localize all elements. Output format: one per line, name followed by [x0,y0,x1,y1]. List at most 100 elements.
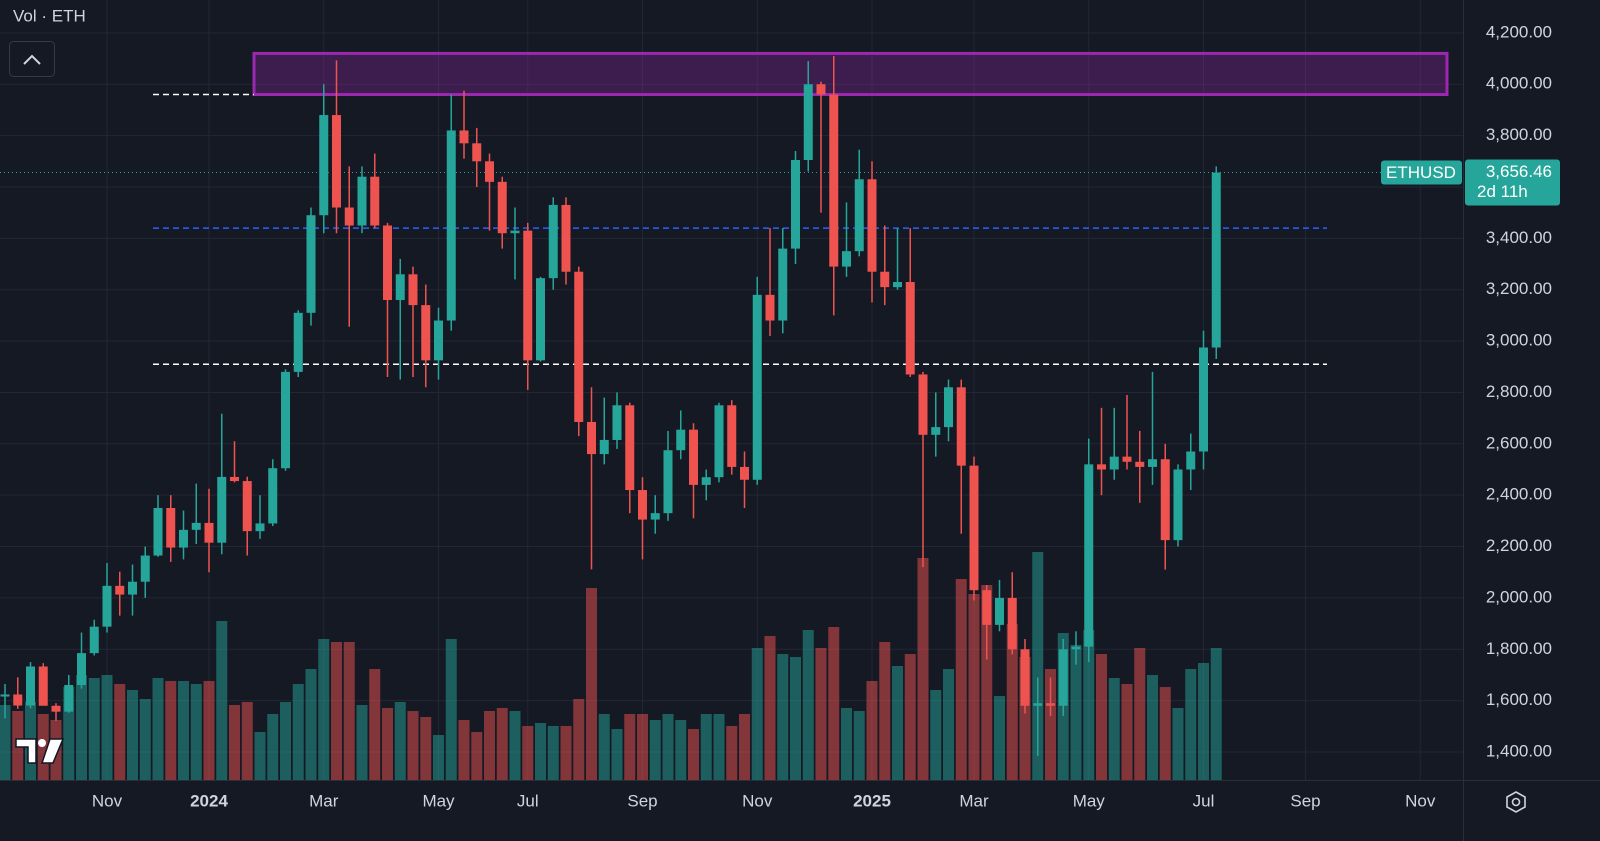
volume-bar [828,627,840,780]
volume-bar [726,726,738,780]
symbol-label: ETHUSD [1386,163,1456,182]
last-price-tag [1465,159,1560,206]
candle-body [829,94,839,267]
volume-bar [751,648,763,780]
x-tick-label: May [422,791,455,810]
candle-body [765,294,775,321]
countdown-label: 2d 11h [1477,182,1528,201]
candle-body [931,427,941,435]
logo-part [15,738,37,764]
volume-bar [522,726,534,780]
candle-body [140,555,150,582]
candle-body [650,513,660,520]
volume-bar [331,642,342,780]
volume-bar [1006,624,1018,780]
candle-body [497,181,507,234]
candle-body [434,320,443,361]
candle-body [778,248,788,321]
volume-bar [700,714,712,780]
candle-body [1122,456,1132,462]
candle-body [217,476,227,543]
candle-body [956,387,966,466]
candle-body [472,143,482,162]
y-tick-label: 2,400.00 [1486,485,1552,504]
volume-bar [267,714,279,780]
candle-body [1173,469,1183,541]
candle-body [459,130,469,144]
volume-bar [203,681,215,780]
candle-body [599,439,609,455]
candle-body [587,421,596,455]
volume-bar [853,711,865,780]
candle-body [446,130,456,321]
collapse-button-box[interactable] [9,41,55,77]
volume-bar [356,705,368,780]
x-tick-label: Nov [1405,791,1436,810]
volume-bar [866,681,878,780]
candle-body [13,694,23,706]
volume-bar [152,678,164,780]
candle-body [102,585,112,627]
candle-body [995,597,1004,625]
candle-body [612,405,622,440]
candle-body [319,115,329,216]
collapse-arrow [23,54,41,65]
candle-body [701,477,711,485]
volume-bar [369,669,381,780]
collapse-button[interactable] [9,41,55,77]
y-tick-label: 3,000.00 [1486,331,1552,350]
x-tick-label: Nov [742,791,773,810]
y-tick-label: 2,800.00 [1486,382,1552,401]
volume-bar [968,594,980,780]
x-tick-label: 2024 [190,791,228,810]
candle-body [1071,646,1081,650]
candle-body [204,522,214,543]
candle-body [574,271,584,422]
candle-body [0,694,10,697]
volume-bar [292,684,304,780]
volume-bar [739,714,750,780]
volume-bar [892,666,903,780]
candle-body [191,522,201,530]
volume-bar [535,723,546,780]
candle-body [893,282,902,288]
y-tick-label: 4,000.00 [1486,74,1552,93]
volume-bar [445,639,457,780]
candle-body [268,468,278,524]
volume-bar [76,675,87,780]
volume-bar [1045,669,1056,780]
volume-bar [649,720,661,780]
volume-bar [764,636,776,780]
candle-body [842,251,851,267]
volume-bar [127,690,138,780]
candle-body [357,176,367,226]
candle-body [370,176,380,226]
x-tick-label: Sep [1290,791,1320,810]
settings-button[interactable] [1506,791,1526,813]
volume-bar [254,732,266,780]
candle-body [523,230,533,361]
candle-body [867,179,877,272]
volume-bar [1172,708,1184,780]
candle-body [395,274,405,300]
volume-bar [190,684,202,780]
labels-layer: 1,400.00 1,600.00 1,800.00 2,000.00 2,200.00… [92,22,1560,810]
candle-body [689,429,698,485]
candle-body [880,271,890,288]
candle-body [408,274,418,306]
candle-body [854,179,864,252]
volume-bar [471,732,483,780]
volume-bar [802,630,814,780]
y-tick-label: 3,800.00 [1486,125,1552,144]
settings-icon[interactable] [1506,791,1526,813]
volume-bar [688,729,699,780]
volume-bar [994,696,1005,780]
volume-bar [420,717,432,780]
candle-body [230,476,239,482]
volume-bar [88,678,100,780]
candle-body [281,371,290,469]
x-tick-label: Mar [309,791,339,810]
volume-bar [165,681,177,780]
x-tick-label: Jul [1193,791,1215,810]
x-tick-label: 2025 [853,791,891,810]
